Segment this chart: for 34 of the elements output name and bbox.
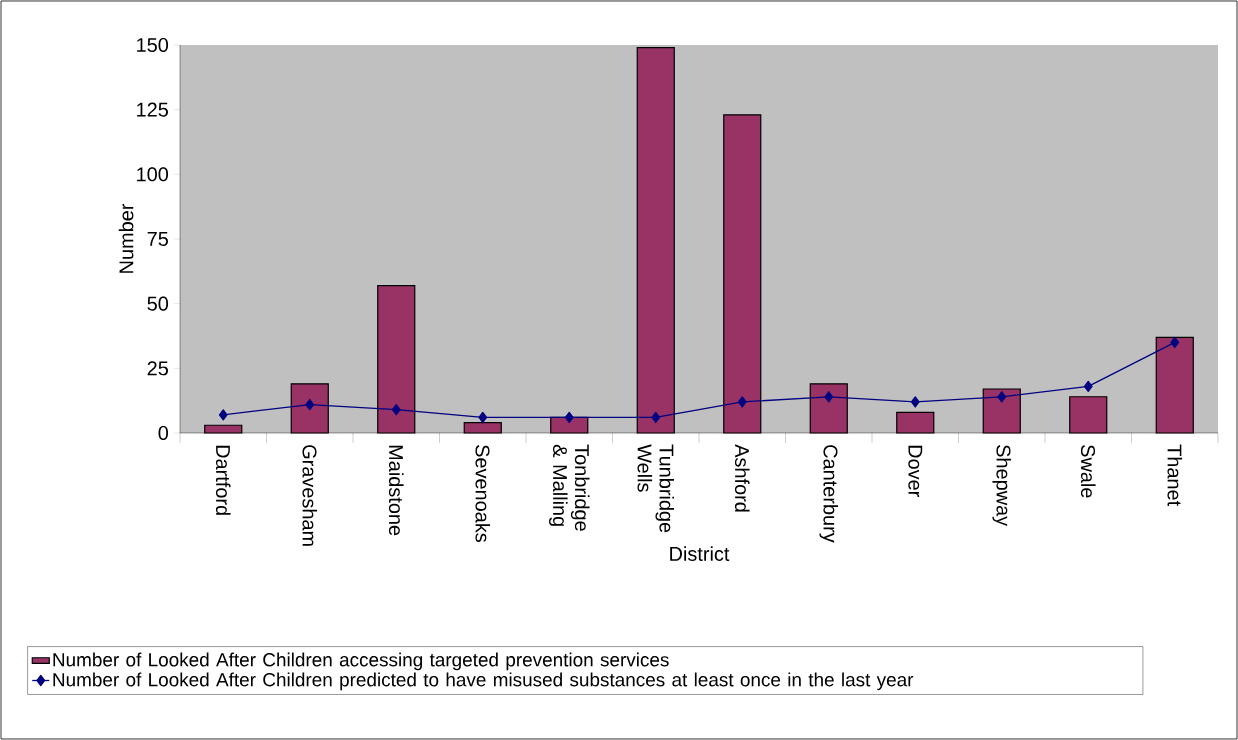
x-tick-label: Gravesham: [302, 445, 318, 546]
legend-label: Number of Looked After Children accessing targeted prevention services: [53, 652, 669, 671]
x-tick-label: Swale: [1080, 445, 1096, 498]
x-axis-title: District: [670, 546, 730, 561]
point: [218, 409, 228, 421]
y-tick-label: 125: [137, 102, 168, 117]
y-tick-label: 150: [137, 37, 169, 53]
x-tick-label: Tonbridge & Malling: [549, 444, 590, 531]
x-tick-label: Ashford: [734, 444, 750, 512]
point: [737, 396, 747, 408]
x-tick-label: Shepway: [992, 445, 1012, 527]
legend-label: Number of Looked After Children predicted to have misused substances at least once in the last year: [53, 672, 914, 691]
point: [1170, 336, 1180, 349]
point: [910, 396, 920, 408]
x-tick-label: Sevenoaks: [475, 445, 491, 543]
point: [1083, 380, 1093, 393]
y-tick-label: 100: [137, 167, 169, 182]
y-tick-label: 0: [158, 425, 169, 441]
x-tick-label: Thanet: [1167, 444, 1183, 507]
y-tick-label: 75: [147, 232, 168, 246]
y-axis-title: Number: [118, 203, 134, 273]
point: [564, 411, 574, 424]
x-tick-label: Canterbury: [819, 445, 839, 543]
point: [478, 411, 488, 424]
point: [651, 411, 661, 424]
x-tick-label: Dover: [908, 445, 923, 497]
point: [824, 391, 834, 403]
x-tick-label: Maidstone: [388, 445, 404, 536]
y-tick-label: 25: [147, 361, 168, 376]
x-tick-label: Dartford: [215, 445, 231, 515]
point: [997, 391, 1007, 403]
point: [391, 404, 401, 416]
x-tick-label: Tunbridge Wells: [637, 444, 675, 533]
y-tick-label: 50: [147, 296, 169, 311]
